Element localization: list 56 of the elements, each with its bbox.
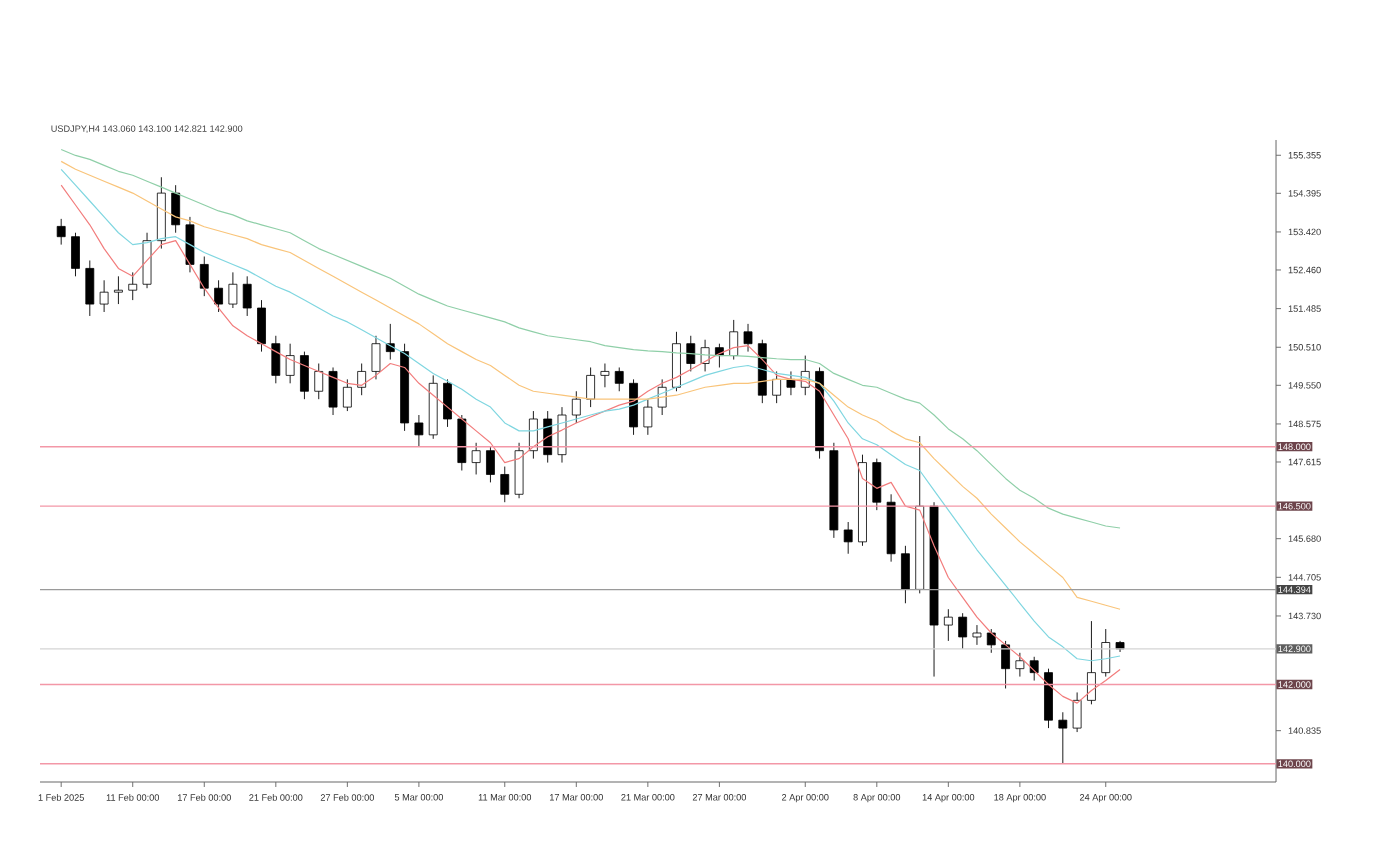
- candlestick: [600, 363, 610, 388]
- candlestick: [114, 275, 123, 305]
- candlestick: [185, 216, 195, 273]
- candlestick: [500, 466, 510, 503]
- candlestick: [901, 545, 910, 604]
- candlestick: [514, 442, 524, 499]
- candlestick: [643, 398, 653, 436]
- candlestick: [1058, 711, 1068, 765]
- candlestick: [457, 414, 467, 471]
- candlestick: [557, 406, 567, 464]
- candlestick: [729, 319, 739, 360]
- candlestick: [1044, 668, 1053, 729]
- candlestick: [486, 446, 495, 483]
- candlestick: [371, 335, 381, 380]
- candlestick: [56, 218, 66, 246]
- candlestick: [1015, 652, 1025, 678]
- candlestick: [214, 279, 223, 313]
- candlestick: [271, 335, 281, 384]
- candlestick: [686, 335, 696, 372]
- candlestick: [357, 363, 367, 396]
- candlestick: [314, 363, 324, 400]
- candlestick: [543, 410, 553, 464]
- candlestick: [672, 331, 681, 392]
- candlestick: [972, 624, 982, 646]
- candlestick: [71, 232, 80, 277]
- candlestick: [958, 612, 968, 650]
- candlestick: [586, 367, 596, 408]
- candlestick: [843, 521, 853, 555]
- candlestick: [614, 367, 624, 392]
- candlestick: [328, 367, 338, 416]
- candlestick: [414, 414, 424, 448]
- candlestick: [872, 458, 882, 511]
- candlestick: [772, 370, 782, 404]
- candlestick: [142, 232, 152, 289]
- candlestick: [1087, 620, 1096, 705]
- candlestick: [629, 378, 638, 436]
- candlestick: [171, 184, 181, 234]
- candlestick: [156, 176, 166, 250]
- candlestick: [128, 271, 138, 301]
- candlestick: [443, 378, 452, 428]
- candlestick: [257, 299, 266, 353]
- candlestick: [285, 343, 295, 384]
- candlestick: [342, 378, 352, 412]
- candlestick: [571, 390, 581, 424]
- candlestick: [199, 256, 209, 297]
- candlestick: [1001, 640, 1010, 689]
- candlestick: [300, 351, 309, 400]
- candlestick: [242, 275, 252, 317]
- candlestick: [99, 279, 109, 313]
- candlestick: [471, 442, 481, 475]
- candlestick: [743, 323, 753, 353]
- candlestick: [943, 608, 953, 642]
- candlestick: [228, 271, 238, 309]
- candlestick: [85, 260, 95, 317]
- candlestick: [1072, 691, 1082, 733]
- candlestick: [986, 628, 996, 654]
